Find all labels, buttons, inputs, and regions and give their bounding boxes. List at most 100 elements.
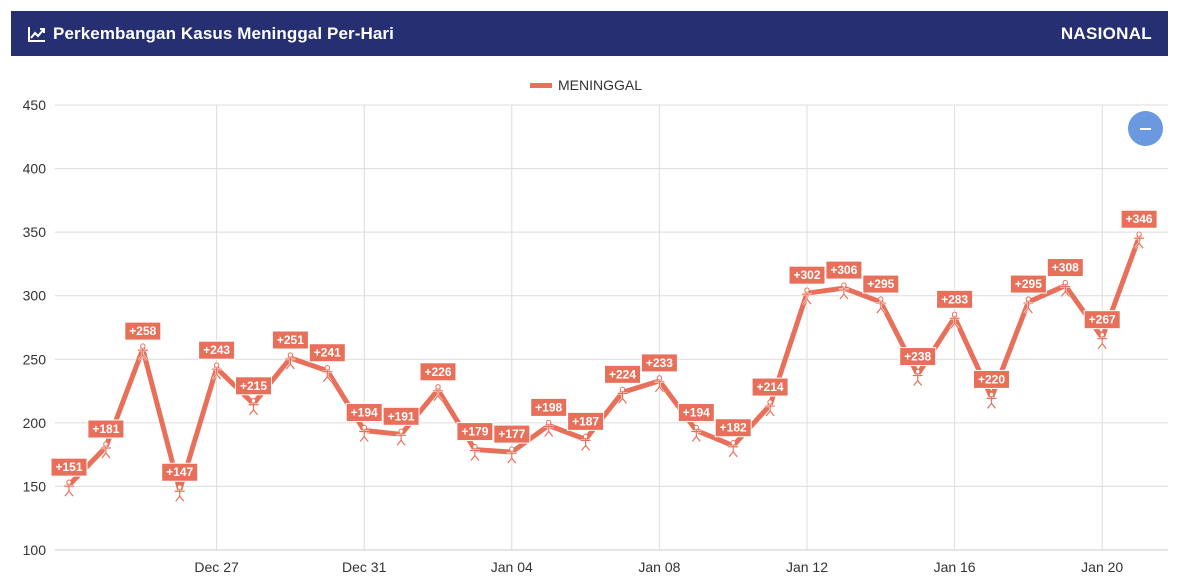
data-label-box <box>382 406 420 426</box>
data-label-box <box>899 347 937 367</box>
data-label: +346 <box>1126 212 1153 226</box>
axis-labels: 100 150 200 250 300 350 400 450 Dec 27 Dec 31 Jan … <box>23 97 1124 575</box>
data-label: +267 <box>1089 313 1116 327</box>
region-label[interactable]: NASIONAL <box>1060 23 1152 43</box>
death-marker-icon <box>1134 231 1145 249</box>
death-marker-icon <box>802 287 812 305</box>
data-label-box <box>936 289 974 309</box>
data-label: +151 <box>55 460 82 474</box>
data-label-box <box>530 397 568 417</box>
data-label-box <box>456 422 494 442</box>
y-tick-label: 350 <box>23 224 47 240</box>
data-label: +226 <box>424 365 451 379</box>
y-tick-label: 100 <box>23 542 47 558</box>
death-marker-icon <box>1023 296 1034 314</box>
data-label: +224 <box>609 367 636 381</box>
death-marker-icon <box>949 311 960 330</box>
death-marker-icon <box>137 343 148 361</box>
x-tick-label: Jan 08 <box>638 559 680 575</box>
data-label-box <box>751 377 789 397</box>
death-marker-icon <box>838 282 849 300</box>
data-label-box <box>567 411 605 431</box>
data-label-box <box>271 330 309 350</box>
chart-header: Perkembangan Kasus Meninggal Per-Hari NA… <box>11 11 1168 56</box>
death-marker-icon <box>248 398 259 416</box>
data-label-box <box>308 343 346 363</box>
data-label: +147 <box>166 465 193 479</box>
data-label: +198 <box>535 400 562 414</box>
data-label-box <box>677 402 715 422</box>
death-marker-icon <box>986 391 997 410</box>
data-label: +241 <box>314 346 341 360</box>
data-label-box <box>640 353 678 373</box>
data-label: +308 <box>1052 261 1079 275</box>
data-label: +238 <box>904 350 931 364</box>
death-marker-icon <box>469 443 480 462</box>
data-label: +295 <box>867 277 894 291</box>
death-marker-icon <box>728 440 739 458</box>
legend[interactable]: MENINGGAL <box>530 77 642 93</box>
x-tick-label: Jan 04 <box>491 559 533 575</box>
data-label-box <box>345 402 383 422</box>
point-markers <box>64 231 1145 502</box>
death-marker-icon <box>580 433 591 452</box>
series-line <box>66 234 1142 493</box>
data-label-box <box>50 457 88 477</box>
data-label: +295 <box>1015 277 1042 291</box>
y-tick-label: 450 <box>23 97 47 113</box>
y-tick-label: 150 <box>23 478 47 494</box>
data-label: +214 <box>757 380 784 394</box>
data-label: +187 <box>572 414 599 428</box>
data-label: +194 <box>683 405 710 419</box>
x-tick-label: Dec 27 <box>194 559 239 575</box>
data-label: +182 <box>720 421 747 435</box>
data-label-box <box>825 260 863 280</box>
death-marker-icon <box>506 446 517 464</box>
zoom-out-button[interactable] <box>1128 111 1163 146</box>
data-label-box <box>862 274 900 294</box>
death-marker-icon <box>654 375 665 393</box>
series-meninggal <box>66 234 1142 493</box>
data-label: +243 <box>203 343 230 357</box>
data-label-box <box>1046 258 1084 278</box>
deaths-line-chart: 100 150 200 250 300 350 400 450 Dec 27 Dec 31 Jan … <box>23 77 1168 575</box>
death-marker-icon <box>691 424 702 443</box>
data-label-box <box>493 424 531 444</box>
data-label: +302 <box>793 268 820 282</box>
data-label-box <box>198 340 236 360</box>
data-label-box <box>1083 310 1121 330</box>
x-tick-label: Jan 16 <box>934 559 976 575</box>
line-chart-icon <box>28 26 45 42</box>
death-marker-icon <box>912 368 923 387</box>
data-label: +215 <box>240 379 267 393</box>
death-marker-icon <box>765 399 776 417</box>
death-marker-icon <box>174 484 185 502</box>
death-marker-icon <box>285 352 296 370</box>
data-labels: +151 +181 +258 +147 +243 +215 +251 +241 +194 +191… <box>50 209 1158 482</box>
data-label-box <box>1120 209 1158 229</box>
minus-icon <box>1140 127 1151 130</box>
death-marker-icon <box>617 386 628 405</box>
data-label: +233 <box>646 356 673 370</box>
death-marker-icon <box>211 362 222 380</box>
x-tick-label: Dec 31 <box>342 559 387 575</box>
data-label: +220 <box>978 372 1005 386</box>
data-label-box <box>973 369 1010 389</box>
data-label: +258 <box>129 324 156 338</box>
data-label-box <box>419 362 457 382</box>
x-tick-label: Jan 12 <box>786 559 828 575</box>
death-marker-icon <box>322 365 333 383</box>
data-label: +177 <box>498 427 525 441</box>
data-label-box <box>161 462 199 482</box>
y-tick-label: 300 <box>23 288 47 304</box>
grid-lines <box>55 104 1168 551</box>
y-tick-label: 200 <box>23 415 47 431</box>
death-marker-icon <box>433 384 443 402</box>
data-label-box <box>714 418 752 438</box>
death-marker-icon <box>1097 331 1108 350</box>
data-label-box <box>235 376 272 396</box>
legend-swatch <box>530 83 552 88</box>
x-tick-label: Jan 20 <box>1081 559 1123 575</box>
header-title-group: Perkembangan Kasus Meninggal Per-Hari <box>27 24 394 44</box>
data-label-box <box>1009 274 1047 294</box>
